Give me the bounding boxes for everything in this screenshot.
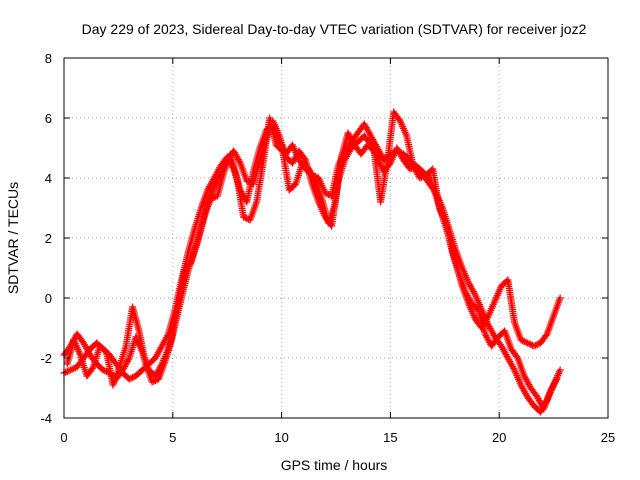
data-point: [300, 155, 308, 162]
x-tick-label: 5: [169, 430, 176, 445]
data-point: [210, 194, 218, 201]
x-tick-label: 20: [492, 430, 506, 445]
data-point: [151, 377, 159, 384]
data-point: [533, 341, 541, 348]
data-point: [63, 368, 71, 375]
data-point: [532, 341, 540, 349]
data-point: [207, 195, 215, 203]
x-tick-label: 25: [601, 430, 615, 445]
data-point: [517, 336, 525, 344]
marker-layer: [60, 108, 564, 416]
data-point: [129, 374, 137, 381]
y-tick-label: -4: [40, 411, 52, 426]
tick-layer: 0 5 10 15 20 25 -4 -2 0 2 4 6 8: [40, 51, 615, 445]
data-point: [99, 366, 107, 374]
data-point: [527, 341, 535, 348]
data-point: [520, 338, 528, 345]
data-point: [127, 374, 135, 382]
x-axis-label: GPS time / hours: [281, 457, 388, 473]
data-point: [556, 366, 564, 374]
data-point: [243, 177, 251, 185]
y-tick-label: 6: [45, 111, 52, 126]
y-tick-label: -2: [40, 351, 52, 366]
data-point: [525, 340, 533, 348]
data-point: [416, 174, 424, 182]
data-point: [62, 368, 70, 376]
data-point: [186, 260, 194, 267]
data-point: [277, 146, 285, 154]
y-tick-label: 8: [45, 51, 52, 66]
data-point: [209, 194, 217, 202]
data-point: [70, 365, 78, 372]
data-point: [148, 378, 156, 386]
x-tick-label: 15: [383, 430, 397, 445]
data-point: [522, 338, 530, 346]
data-point: [68, 365, 76, 373]
data-point: [125, 375, 133, 383]
data-point: [556, 294, 564, 302]
data-point: [88, 365, 96, 372]
chart-title: Day 229 of 2023, Sidereal Day-to-day VTE…: [82, 21, 587, 37]
y-tick-label: 4: [45, 171, 52, 186]
data-point: [102, 368, 110, 375]
x-tick-label: 10: [274, 430, 288, 445]
data-point: [523, 339, 531, 347]
y-tick-label: 2: [45, 231, 52, 246]
data-point: [67, 366, 75, 374]
data-point: [519, 337, 527, 345]
data-point: [419, 173, 427, 180]
y-tick-label: 0: [45, 291, 52, 306]
data-point: [150, 377, 158, 385]
x-tick-label: 0: [60, 430, 67, 445]
data-point: [240, 213, 248, 221]
y-axis-label: SDTVAR / TECUs: [5, 182, 21, 294]
data-point: [417, 173, 425, 181]
data-point: [369, 146, 377, 154]
data-point: [530, 342, 538, 350]
data-point: [65, 367, 73, 375]
data-point: [553, 375, 561, 383]
